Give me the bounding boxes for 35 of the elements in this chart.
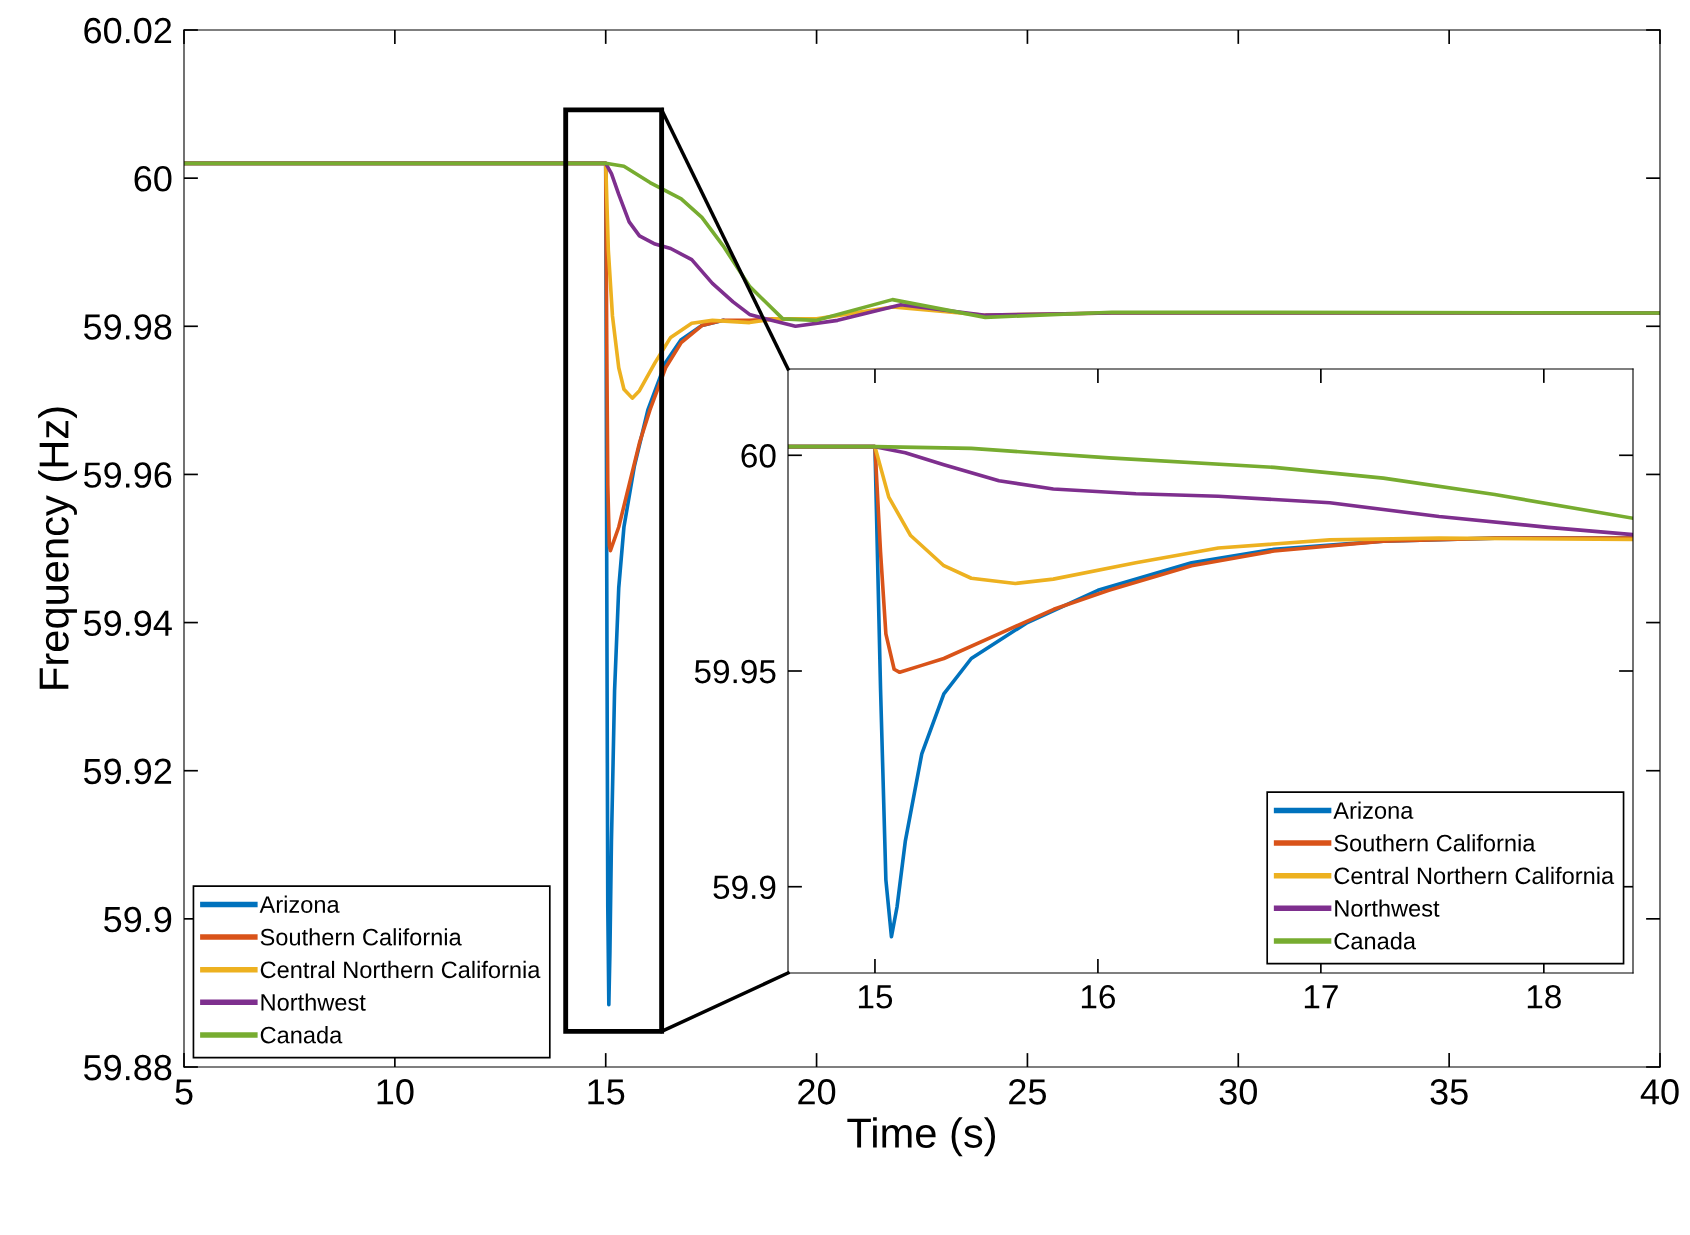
- x-tick-label: 5: [175, 1079, 193, 1105]
- y-tick-label: 59.94: [83, 610, 172, 637]
- legend-label: Arizona: [1333, 801, 1414, 819]
- x-tick-label: 40: [1640, 1079, 1679, 1105]
- legend-label: Canada: [1334, 932, 1416, 950]
- y-tick-label: 59.95: [694, 659, 776, 684]
- y-tick-label: 59.88: [83, 1054, 172, 1081]
- legend-label: Northwest: [261, 993, 366, 1011]
- legend-label: Canada: [260, 1026, 343, 1044]
- x-tick-label: 20: [798, 1079, 836, 1105]
- y-tick-label: 60: [741, 444, 776, 468]
- y-tick-label: 60: [134, 166, 172, 192]
- legend-label: Southern California: [1334, 834, 1536, 852]
- x-tick-label: 10: [377, 1079, 414, 1105]
- y-tick-label: 59.96: [83, 462, 172, 488]
- legend-label: Northwest: [1335, 899, 1440, 917]
- x-tick-label: 15: [588, 1079, 625, 1105]
- legend-label: Arizona: [259, 895, 340, 913]
- x-tick-label: 25: [1009, 1079, 1046, 1105]
- y-axis-title: Frequency (Hz): [38, 407, 77, 689]
- x-tick-label: 16: [1081, 984, 1115, 1009]
- y-tick-label: 59.98: [83, 314, 172, 340]
- legend-label: Central Northern California: [1334, 866, 1615, 885]
- y-tick-label: 59.92: [83, 758, 172, 785]
- x-tick-label: 17: [1304, 985, 1338, 1009]
- x-tick-label: 15: [858, 985, 893, 1009]
- x-tick-label: 35: [1430, 1079, 1468, 1105]
- y-tick-label: 60.02: [84, 17, 172, 44]
- x-tick-label: 18: [1527, 984, 1561, 1009]
- y-tick-label: 59.9: [713, 875, 776, 900]
- y-tick-label: 59.9: [104, 906, 172, 933]
- legend-label: Southern California: [260, 928, 462, 946]
- legend-label: Central Northern California: [260, 960, 541, 979]
- x-axis-title: Time (s): [847, 1117, 996, 1157]
- x-tick-label: 30: [1219, 1079, 1257, 1105]
